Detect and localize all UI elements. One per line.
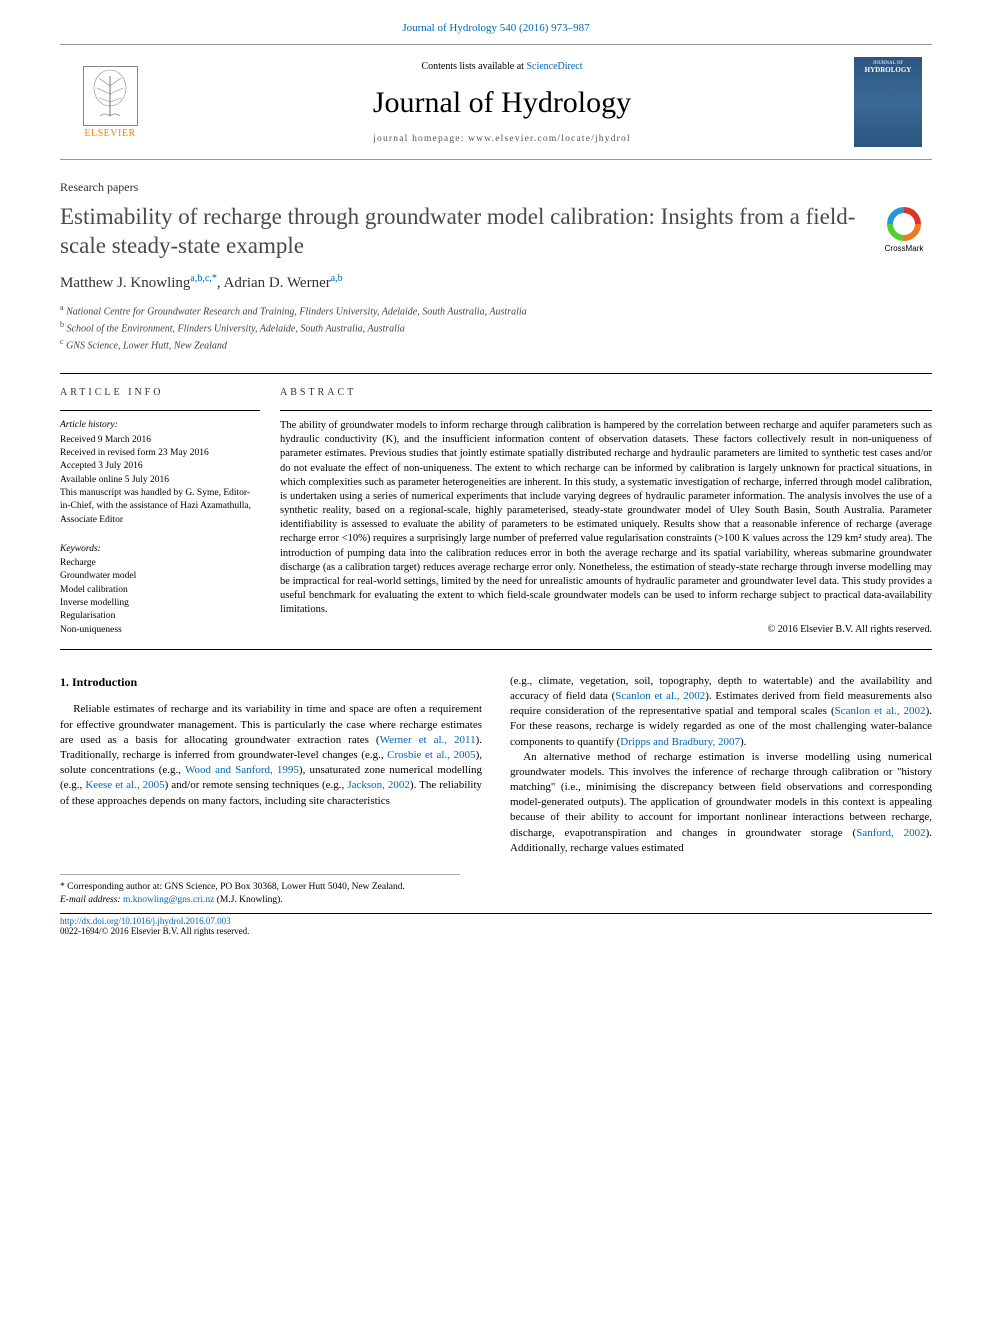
email-link[interactable]: m.knowling@gns.cri.nz bbox=[123, 895, 214, 905]
abstract-heading: ABSTRACT bbox=[280, 386, 932, 400]
sciencedirect-link[interactable]: ScienceDirect bbox=[526, 61, 582, 72]
keyword: Inverse modelling bbox=[60, 597, 260, 610]
history-revised: Received in revised form 23 May 2016 bbox=[60, 447, 260, 460]
keyword: Non-uniqueness bbox=[60, 624, 260, 637]
article-header: Research papers Estimability of recharge… bbox=[60, 180, 932, 353]
citation-link[interactable]: Keese et al., 2005 bbox=[85, 779, 164, 791]
paper-title: Estimability of recharge through groundw… bbox=[60, 203, 856, 261]
citation-link[interactable]: Werner et al., 2011 bbox=[380, 734, 476, 746]
citation-link[interactable]: Wood and Sanford, 1995 bbox=[185, 764, 299, 776]
body-col-left: 1. Introduction Reliable estimates of re… bbox=[60, 674, 482, 856]
citation-link[interactable]: Crosbie et al., 2005 bbox=[387, 749, 475, 761]
crossmark-icon bbox=[887, 207, 921, 241]
keyword: Model calibration bbox=[60, 584, 260, 597]
masthead-center: Contents lists available at ScienceDirec… bbox=[150, 61, 854, 144]
article-info: ARTICLE INFO Article history: Received 9… bbox=[60, 386, 280, 636]
crossmark-badge[interactable]: CrossMark bbox=[876, 207, 932, 253]
affiliation-c: c GNS Science, Lower Hutt, New Zealand bbox=[60, 336, 932, 353]
corr-author: * Corresponding author at: GNS Science, … bbox=[60, 881, 460, 894]
body-paragraph: An alternative method of recharge estima… bbox=[510, 750, 932, 856]
homepage-line: journal homepage: www.elsevier.com/locat… bbox=[150, 134, 854, 144]
email-line: E-mail address: m.knowling@gns.cri.nz (M… bbox=[60, 894, 460, 907]
history-accepted: Accepted 3 July 2016 bbox=[60, 460, 260, 473]
corresponding-author-footer: * Corresponding author at: GNS Science, … bbox=[60, 874, 460, 907]
body-columns: 1. Introduction Reliable estimates of re… bbox=[60, 674, 932, 856]
affiliation-a: a National Centre for Groundwater Resear… bbox=[60, 302, 932, 319]
citation-text: Journal of Hydrology 540 (2016) 973–987 bbox=[402, 22, 589, 34]
crossmark-label: CrossMark bbox=[885, 244, 924, 253]
elsevier-tree-icon bbox=[83, 66, 138, 126]
section-heading: 1. Introduction bbox=[60, 674, 482, 691]
affiliation-b: b School of the Environment, Flinders Un… bbox=[60, 319, 932, 336]
publisher-logo: ELSEVIER bbox=[70, 57, 150, 147]
history-label: Article history: bbox=[60, 419, 260, 432]
issn-line: 0022-1694/© 2016 Elsevier B.V. All right… bbox=[60, 926, 249, 936]
homepage-url: www.elsevier.com/locate/jhydrol bbox=[468, 134, 631, 144]
keyword: Groundwater model bbox=[60, 570, 260, 583]
title-row: Estimability of recharge through groundw… bbox=[60, 203, 932, 261]
citation-link[interactable]: Scanlon et al., 2002 bbox=[835, 705, 926, 717]
abstract-text: The ability of groundwater models to inf… bbox=[280, 420, 932, 615]
keyword: Regularisation bbox=[60, 610, 260, 623]
masthead: ELSEVIER Contents lists available at Sci… bbox=[60, 44, 932, 160]
running-header: Journal of Hydrology 540 (2016) 973–987 bbox=[0, 0, 992, 40]
journal-title: Journal of Hydrology bbox=[150, 86, 854, 120]
history-online: Available online 5 July 2016 bbox=[60, 474, 260, 487]
copyright-line: © 2016 Elsevier B.V. All rights reserved… bbox=[280, 623, 932, 637]
body-paragraph: (e.g., climate, vegetation, soil, topogr… bbox=[510, 674, 932, 750]
body-col-right: (e.g., climate, vegetation, soil, topogr… bbox=[510, 674, 932, 856]
info-heading: ARTICLE INFO bbox=[60, 386, 260, 400]
citation-link[interactable]: Scanlon et al., 2002 bbox=[615, 690, 705, 702]
affiliations: a National Centre for Groundwater Resear… bbox=[60, 302, 932, 354]
citation-link[interactable]: Sanford, 2002 bbox=[856, 827, 925, 839]
paper-type: Research papers bbox=[60, 180, 932, 195]
body-paragraph: Reliable estimates of recharge and its v… bbox=[60, 702, 482, 808]
keyword: Recharge bbox=[60, 557, 260, 570]
history-received: Received 9 March 2016 bbox=[60, 434, 260, 447]
history-editor: This manuscript was handled by G. Syme, … bbox=[60, 487, 260, 527]
author-1: Matthew J. Knowling bbox=[60, 275, 190, 291]
abstract: ABSTRACT The ability of groundwater mode… bbox=[280, 386, 932, 636]
authors-line: Matthew J. Knowlinga,b,c,*, Adrian D. We… bbox=[60, 273, 932, 292]
citation-link[interactable]: Jackson, 2002 bbox=[347, 779, 410, 791]
doi-link[interactable]: http://dx.doi.org/10.1016/j.jhydrol.2016… bbox=[60, 916, 231, 926]
contents-line: Contents lists available at ScienceDirec… bbox=[150, 61, 854, 72]
publisher-name: ELSEVIER bbox=[84, 128, 135, 139]
info-abstract-block: ARTICLE INFO Article history: Received 9… bbox=[60, 373, 932, 649]
citation-link[interactable]: Dripps and Bradbury, 2007 bbox=[620, 736, 740, 748]
doi-footer: http://dx.doi.org/10.1016/j.jhydrol.2016… bbox=[60, 913, 932, 936]
author-2: Adrian D. Werner bbox=[224, 275, 331, 291]
keywords-label: Keywords: bbox=[60, 543, 260, 556]
journal-cover-thumb: JOURNAL OF HYDROLOGY bbox=[854, 57, 922, 147]
